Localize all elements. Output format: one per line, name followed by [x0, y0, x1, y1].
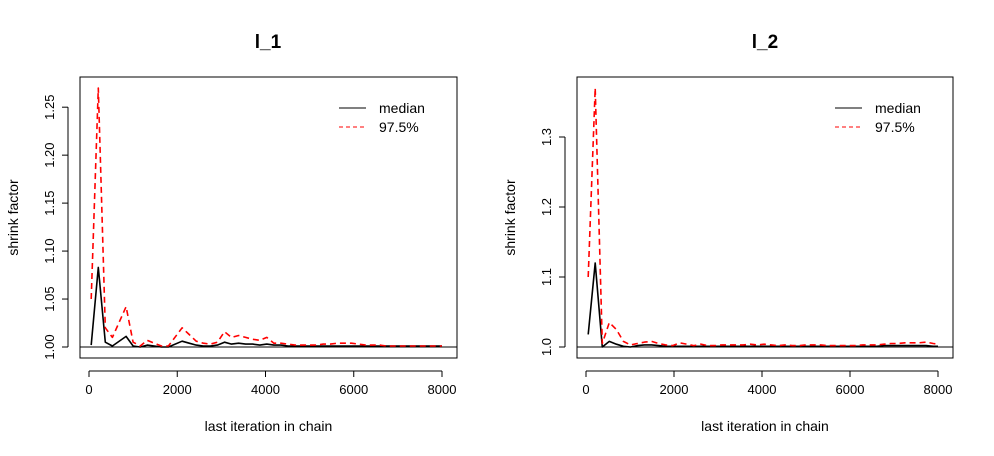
series-line-median: [587, 262, 938, 348]
y-tick-label: 1.3: [539, 128, 554, 146]
x-axis-label: last iteration in chain: [701, 418, 829, 434]
series-line-upper: [90, 87, 442, 347]
y-tick-label: 1.1: [539, 268, 554, 286]
x-axis-label: last iteration in chain: [205, 418, 333, 434]
series-line-upper: [587, 87, 939, 347]
y-axis-label: shrink factor: [5, 179, 21, 256]
chart-title: l_2: [752, 32, 778, 53]
y-tick-label: 1.25: [42, 95, 57, 120]
x-tick-label: 6000: [836, 382, 865, 397]
x-tick-label: 8000: [428, 382, 457, 397]
x-tick-label: 2000: [660, 382, 689, 397]
chart-panel-1: l_1 0 2000 4000 6000 8000 last iteration in ch…: [5, 32, 458, 434]
x-tick-label: 4000: [251, 382, 280, 397]
legend-label: 97.5%: [875, 119, 915, 135]
y-tick-label: 1.20: [42, 142, 57, 167]
x-tick-label: 4000: [748, 382, 777, 397]
x-tick-label: 0: [85, 382, 92, 397]
y-tick-label: 1.2: [539, 198, 554, 216]
y-tick-label: 1.05: [42, 286, 57, 311]
plot-frame: [576, 76, 954, 359]
plot-frame: [79, 76, 458, 359]
legend-label: median: [379, 100, 425, 116]
y-tick-label: 1.15: [42, 190, 57, 215]
x-tick-label: 8000: [924, 382, 953, 397]
y-tick-label: 1.0: [539, 338, 554, 356]
chart-panel-2: l_2 0 2000 4000 6000 8000 last iteration in ch…: [502, 32, 954, 434]
chart-title: l_1: [255, 32, 282, 53]
series-line-median: [90, 266, 442, 348]
x-tick-label: 0: [582, 382, 589, 397]
y-tick-label: 1.00: [42, 334, 57, 359]
y-axis-label: shrink factor: [502, 179, 518, 256]
x-tick-label: 2000: [163, 382, 192, 397]
legend-label: 97.5%: [379, 119, 419, 135]
y-tick-label: 1.10: [42, 238, 57, 263]
legend-label: median: [875, 100, 921, 116]
x-tick-label: 6000: [339, 382, 368, 397]
